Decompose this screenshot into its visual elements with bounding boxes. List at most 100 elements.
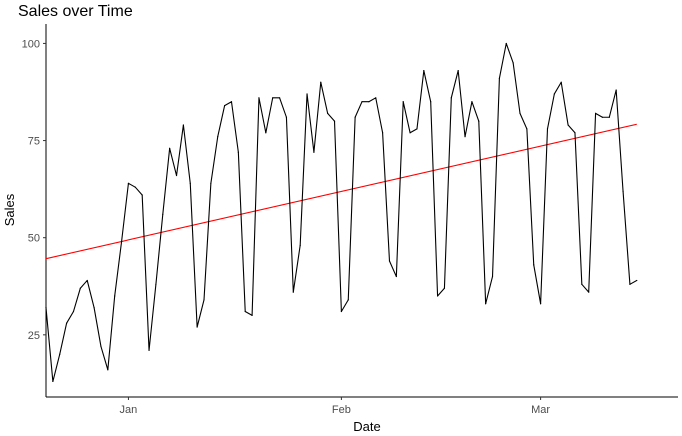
y-tick-label: 100 [22, 38, 40, 50]
data-point [162, 213, 164, 215]
data-points [45, 42, 638, 383]
data-point [100, 345, 102, 348]
data-point [237, 151, 239, 153]
data-point [505, 42, 507, 45]
x-tick-label: Feb [332, 404, 351, 416]
data-point [526, 128, 528, 130]
data-point [485, 303, 487, 305]
trend-line [45, 123, 637, 260]
data-point [457, 70, 459, 72]
data-point [141, 194, 143, 196]
data-point [388, 260, 391, 262]
data-point [574, 132, 576, 134]
data-point [354, 116, 356, 118]
data-point [127, 182, 130, 184]
data-point [196, 326, 198, 328]
data-point [601, 116, 604, 118]
y-axis-ticks: 25 50 75 100 [22, 38, 46, 342]
data-point [327, 112, 329, 114]
data-point [265, 132, 267, 134]
data-point [224, 104, 226, 107]
data-point [560, 81, 562, 83]
data-point [292, 291, 294, 293]
data-point [519, 112, 521, 114]
data-point [382, 132, 384, 134]
chart-title: Sales over Time [18, 3, 133, 20]
data-point [306, 93, 308, 95]
data-point [217, 136, 219, 138]
data-point [512, 62, 514, 64]
data-point [340, 310, 342, 313]
data-point [567, 124, 569, 126]
series-line [45, 42, 638, 383]
x-axis-label: Date [353, 419, 380, 434]
y-tick-label: 75 [28, 136, 40, 148]
x-tick-label: Mar [531, 404, 550, 416]
data-point [464, 136, 466, 138]
data-point [629, 283, 631, 285]
data-point [86, 279, 88, 282]
data-point [230, 101, 233, 103]
data-point [134, 186, 136, 188]
data-point [375, 97, 377, 99]
data-point [210, 182, 212, 184]
data-point [93, 307, 95, 309]
data-point [402, 101, 404, 103]
data-point [169, 147, 171, 149]
data-point [546, 128, 549, 130]
data-point [258, 97, 260, 99]
data-point [52, 380, 54, 383]
x-axis-ticks: Jan Feb Mar [120, 397, 550, 416]
data-point [313, 151, 315, 153]
data-point [175, 174, 178, 177]
data-point [45, 307, 47, 309]
data-point [533, 264, 535, 266]
data-point [79, 287, 81, 289]
data-point [581, 283, 583, 285]
data-point [636, 279, 638, 282]
data-point [443, 287, 446, 289]
x-tick-label: Jan [120, 404, 138, 416]
data-point [120, 240, 123, 243]
data-point [423, 70, 425, 72]
data-point [395, 275, 397, 278]
data-point [608, 116, 610, 118]
y-tick-label: 50 [28, 233, 40, 245]
data-point [594, 112, 597, 114]
data-point [107, 369, 109, 371]
data-point [553, 93, 555, 95]
data-point [251, 314, 253, 317]
data-point [182, 124, 184, 126]
data-point [615, 89, 617, 91]
data-point [59, 353, 61, 355]
data-point [72, 310, 75, 313]
data-point [361, 101, 363, 103]
data-point [203, 299, 205, 301]
data-point [540, 303, 542, 305]
y-axis-label: Sales [2, 193, 17, 226]
data-point [436, 295, 439, 297]
data-point [478, 120, 480, 122]
data-point [148, 349, 150, 351]
data-point [66, 322, 68, 324]
data-point [333, 120, 336, 122]
data-point [471, 101, 473, 103]
data-point [368, 101, 370, 103]
data-point [299, 244, 301, 247]
data-point [416, 128, 418, 130]
data-point [114, 295, 116, 297]
data-point [278, 97, 281, 99]
data-point [155, 283, 157, 285]
y-tick-label: 25 [28, 330, 40, 342]
data-point [498, 77, 500, 79]
data-point [588, 291, 590, 293]
data-point [491, 275, 494, 278]
data-point [285, 116, 288, 118]
data-point [244, 310, 246, 313]
data-point [409, 132, 411, 134]
data-point [320, 81, 322, 83]
data-point [189, 182, 191, 184]
data-point [622, 190, 624, 192]
data-point [272, 97, 274, 99]
